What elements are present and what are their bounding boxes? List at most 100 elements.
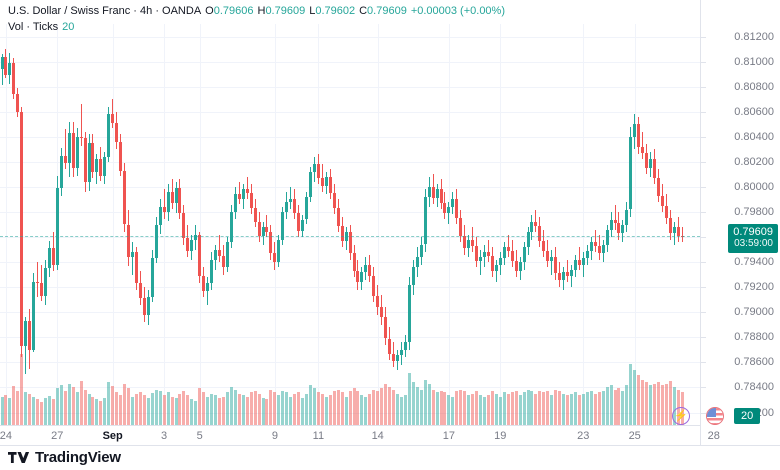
candle-body bbox=[660, 195, 664, 206]
volume-bar bbox=[20, 354, 24, 425]
candle bbox=[154, 24, 158, 425]
gridline-h bbox=[0, 362, 700, 364]
price-tick-mark bbox=[701, 86, 706, 88]
time-tick-label: 25 bbox=[628, 430, 641, 442]
gridline-v bbox=[164, 24, 166, 425]
candle-body bbox=[142, 298, 146, 315]
chart-pane[interactable] bbox=[0, 24, 700, 425]
candle bbox=[8, 24, 12, 425]
volume-bar bbox=[146, 398, 150, 425]
volume-bar bbox=[570, 393, 573, 425]
lightning-icon[interactable]: ⚡ bbox=[672, 407, 690, 425]
symbol-title[interactable]: U.S. Dollar / Swiss Franc · 4h · OANDA bbox=[8, 5, 202, 17]
volume-bar bbox=[123, 383, 127, 425]
volume-bar bbox=[119, 394, 123, 425]
candle-body bbox=[581, 258, 585, 265]
candle bbox=[44, 24, 47, 425]
candle-body bbox=[225, 242, 229, 268]
candle-wick bbox=[614, 204, 616, 230]
candle-wick bbox=[594, 229, 596, 253]
candle-body bbox=[352, 253, 356, 271]
gridline-h bbox=[0, 61, 700, 63]
tradingview-brand[interactable]: TradingView bbox=[8, 449, 121, 466]
candle bbox=[625, 24, 629, 425]
price-axis[interactable]: 0.81200 0.81000 0.80800 0.80600 0.80400 0.802… bbox=[700, 0, 780, 445]
volume-bar bbox=[360, 395, 364, 425]
candle bbox=[301, 24, 304, 425]
tradingview-wordmark: TradingView bbox=[35, 449, 121, 466]
volume-bar bbox=[625, 385, 629, 425]
candle bbox=[47, 24, 51, 425]
volume-bar bbox=[253, 390, 257, 425]
candle-body bbox=[51, 248, 55, 265]
candle-body bbox=[63, 155, 67, 164]
candle bbox=[443, 24, 447, 425]
candle bbox=[297, 24, 301, 425]
volume-bar bbox=[32, 396, 36, 425]
candle-body bbox=[399, 349, 403, 355]
candle-body bbox=[190, 239, 194, 251]
candle-body bbox=[150, 258, 154, 298]
candle-body bbox=[589, 242, 593, 251]
chart-legend: U.S. Dollar / Swiss Franc · 4h · OANDA O… bbox=[8, 4, 505, 34]
candle bbox=[356, 24, 360, 425]
candle-body bbox=[221, 255, 225, 268]
candle bbox=[649, 24, 653, 425]
volume-bar bbox=[95, 399, 99, 425]
candle-body bbox=[459, 218, 463, 236]
candle bbox=[134, 24, 138, 425]
candle-wick bbox=[480, 249, 481, 275]
gridline-h bbox=[0, 212, 700, 213]
volume-bar bbox=[427, 383, 431, 425]
candle bbox=[550, 24, 554, 425]
candle-body bbox=[356, 270, 360, 283]
candle bbox=[289, 24, 293, 425]
volume-bar bbox=[399, 396, 403, 425]
candle bbox=[593, 24, 597, 425]
time-tick-label: 3 bbox=[161, 430, 168, 442]
candle-body bbox=[332, 193, 336, 209]
volume-bar bbox=[649, 385, 653, 425]
volume-bar bbox=[534, 393, 538, 425]
volume-bar bbox=[435, 392, 439, 425]
candle-wick bbox=[238, 181, 240, 205]
candle bbox=[427, 24, 431, 425]
interval-badge[interactable]: 20 bbox=[734, 408, 761, 424]
candle bbox=[150, 24, 154, 425]
volume-bar bbox=[59, 385, 63, 425]
volume-indicator-label[interactable]: Vol · Ticks bbox=[8, 21, 59, 33]
time-tick-label: 11 bbox=[312, 430, 325, 442]
candle-body bbox=[411, 267, 415, 285]
us-flag-icon[interactable] bbox=[706, 407, 724, 425]
candle-body bbox=[233, 194, 237, 212]
candle bbox=[570, 24, 573, 425]
gridline-h bbox=[0, 186, 700, 188]
time-axis[interactable]: 24 27 Sep 3 5 9 11 14 17 19 23 25 28 bbox=[0, 425, 720, 445]
volume-bar bbox=[75, 392, 79, 425]
candle bbox=[142, 24, 146, 425]
price-tick-mark bbox=[701, 36, 706, 38]
volume-bar bbox=[47, 395, 51, 425]
candle bbox=[534, 24, 538, 425]
time-tick-label: Sep bbox=[102, 430, 123, 442]
candle bbox=[605, 24, 609, 425]
candle-body bbox=[415, 257, 419, 268]
candle bbox=[111, 24, 115, 425]
gridline-v bbox=[112, 24, 114, 425]
candle bbox=[115, 24, 119, 425]
time-tick-label: 14 bbox=[371, 430, 384, 442]
volume-bar bbox=[372, 389, 376, 425]
candle bbox=[178, 24, 182, 425]
volume-bar bbox=[316, 392, 320, 425]
volume-bar bbox=[285, 392, 289, 425]
candle-body bbox=[364, 264, 368, 273]
volume-bar bbox=[451, 396, 455, 425]
candle-body bbox=[653, 159, 656, 179]
candle bbox=[75, 24, 79, 425]
volume-bar bbox=[396, 393, 399, 425]
candle bbox=[312, 24, 316, 425]
volume-bar bbox=[641, 379, 645, 425]
candle bbox=[439, 24, 443, 425]
price-tick-label: 0.80000 bbox=[734, 180, 774, 193]
candle-body bbox=[672, 227, 676, 234]
